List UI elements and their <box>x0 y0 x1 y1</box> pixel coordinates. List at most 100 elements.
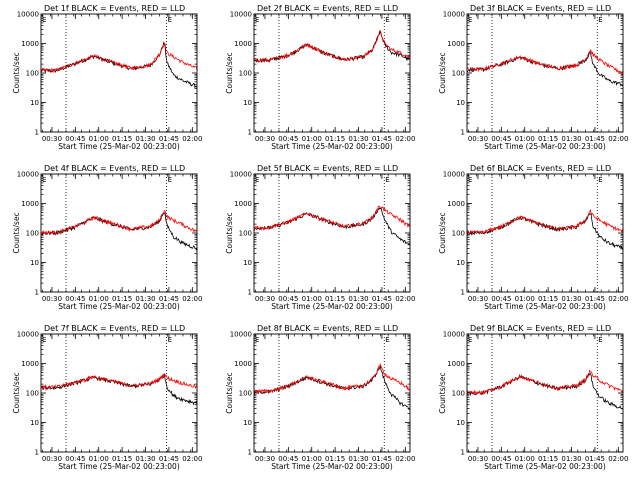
x-tick-label: 01:00 <box>515 295 535 303</box>
x-tick-label: 01:00 <box>302 135 322 143</box>
y-tick-label: 1 <box>248 129 252 137</box>
y-axis-label: Counts/sec <box>12 52 21 93</box>
y-tick-label: 10 <box>243 419 252 427</box>
series-line-lld <box>466 49 624 76</box>
x-tick-label: 01:45 <box>372 135 392 143</box>
marker-letter: E <box>42 176 46 184</box>
y-tick-label: 10 <box>30 259 39 267</box>
marker-letter: E <box>468 16 472 24</box>
y-axis-label: Counts/sec <box>438 212 447 253</box>
y-tick-label: 10 <box>30 419 39 427</box>
chart-title: Det 8f BLACK = Events, RED = LLD <box>257 324 398 333</box>
x-tick-label: 00:30 <box>42 455 62 463</box>
y-tick-label: 100 <box>452 390 465 398</box>
y-tick-label: 10 <box>456 259 465 267</box>
series-line-events <box>466 213 624 251</box>
chart-panel-9: Det 9f BLACK = Events, RED = LLD 1 10 100 10… <box>438 324 628 471</box>
chart-title: Det 2f BLACK = Events, RED = LLD <box>257 4 398 13</box>
y-tick-label: 1 <box>461 289 465 297</box>
x-axis-label: Start Time (25-Mar-02 00:23:00) <box>484 142 606 151</box>
x-tick-label: 01:45 <box>159 135 179 143</box>
x-axis-label: Start Time (25-Mar-02 00:23:00) <box>58 142 180 151</box>
y-tick-label: 10 <box>456 419 465 427</box>
y-tick-label: 10000 <box>230 331 252 339</box>
y-tick-label: 1000 <box>447 360 465 368</box>
chart-panel-3: Det 3f BLACK = Events, RED = LLD 1 10 100 10… <box>438 4 628 151</box>
x-tick-label: 02:00 <box>182 455 202 463</box>
plot-frame <box>466 333 624 453</box>
y-tick-label: 1000 <box>447 200 465 208</box>
series-line-lld <box>253 205 411 231</box>
marker-letter: E <box>598 176 602 184</box>
plot-frame <box>466 13 624 133</box>
x-tick-label: 01:45 <box>159 455 179 463</box>
x-tick-label: 02:00 <box>395 135 415 143</box>
plot-frame <box>253 13 411 133</box>
x-tick-label: 01:45 <box>372 455 392 463</box>
marker-letter: E <box>385 176 389 184</box>
chart-title: Det 5f BLACK = Events, RED = LLD <box>257 164 398 173</box>
chart-title: Det 1f BLACK = Events, RED = LLD <box>44 4 185 13</box>
x-tick-label: 01:30 <box>348 295 368 303</box>
x-tick-label: 01:15 <box>112 455 132 463</box>
series-line-lld <box>253 30 411 63</box>
marker-letter: E <box>168 336 172 344</box>
y-tick-label: 1 <box>35 129 39 137</box>
marker-letter: E <box>468 176 472 184</box>
plot-frame <box>466 173 624 293</box>
marker-letter: E <box>255 176 259 184</box>
y-tick-label: 100 <box>26 70 39 78</box>
y-tick-label: 1000 <box>21 200 39 208</box>
marker-letter: E <box>255 16 259 24</box>
x-tick-label: 02:00 <box>182 295 202 303</box>
chart-panel-5: Det 5f BLACK = Events, RED = LLD 1 10 100 10… <box>225 164 415 311</box>
series-line-lld <box>466 208 624 235</box>
marker-letter: E <box>385 16 389 24</box>
y-tick-label: 1000 <box>234 200 252 208</box>
x-tick-label: 00:45 <box>278 455 298 463</box>
y-tick-label: 10 <box>30 99 39 107</box>
x-tick-label: 01:45 <box>159 295 179 303</box>
y-tick-label: 10 <box>243 259 252 267</box>
y-tick-label: 100 <box>239 230 252 238</box>
series-line-events <box>466 51 624 87</box>
y-tick-label: 10000 <box>230 11 252 19</box>
x-tick-label: 02:00 <box>608 295 628 303</box>
series-line-events <box>253 365 411 410</box>
x-tick-label: 01:00 <box>515 455 535 463</box>
marker-letter: E <box>42 16 46 24</box>
y-tick-label: 1000 <box>21 360 39 368</box>
x-axis-label: Start Time (25-Mar-02 00:23:00) <box>271 302 393 311</box>
y-tick-label: 1 <box>461 449 465 457</box>
x-axis-label: Start Time (25-Mar-02 00:23:00) <box>58 462 180 471</box>
x-tick-label: 00:30 <box>468 135 488 143</box>
x-tick-label: 00:45 <box>491 295 511 303</box>
plot-frame <box>40 173 198 293</box>
x-tick-label: 00:45 <box>65 295 85 303</box>
x-tick-label: 02:00 <box>395 295 415 303</box>
marker-letter: E <box>598 336 602 344</box>
marker-letter: E <box>385 336 389 344</box>
y-tick-label: 100 <box>26 230 39 238</box>
x-axis-label: Start Time (25-Mar-02 00:23:00) <box>58 302 180 311</box>
x-tick-label: 00:30 <box>255 135 275 143</box>
chart-title: Det 3f BLACK = Events, RED = LLD <box>470 4 611 13</box>
x-tick-label: 01:00 <box>89 295 109 303</box>
x-tick-label: 01:45 <box>585 295 605 303</box>
y-axis-label: Counts/sec <box>438 372 447 413</box>
y-tick-label: 10000 <box>17 11 39 19</box>
x-tick-label: 01:15 <box>538 135 558 143</box>
x-tick-label: 02:00 <box>608 455 628 463</box>
chart-title: Det 7f BLACK = Events, RED = LLD <box>44 324 185 333</box>
series-line-lld <box>466 369 624 396</box>
x-tick-label: 01:30 <box>135 455 155 463</box>
series-line-lld <box>40 373 198 390</box>
chart-panel-8: Det 8f BLACK = Events, RED = LLD 1 10 100 10… <box>225 324 415 471</box>
y-tick-label: 1000 <box>234 40 252 48</box>
y-tick-label: 10000 <box>443 331 465 339</box>
y-tick-label: 100 <box>452 70 465 78</box>
x-tick-label: 00:45 <box>65 455 85 463</box>
x-tick-label: 01:30 <box>561 455 581 463</box>
y-tick-label: 1 <box>461 129 465 137</box>
